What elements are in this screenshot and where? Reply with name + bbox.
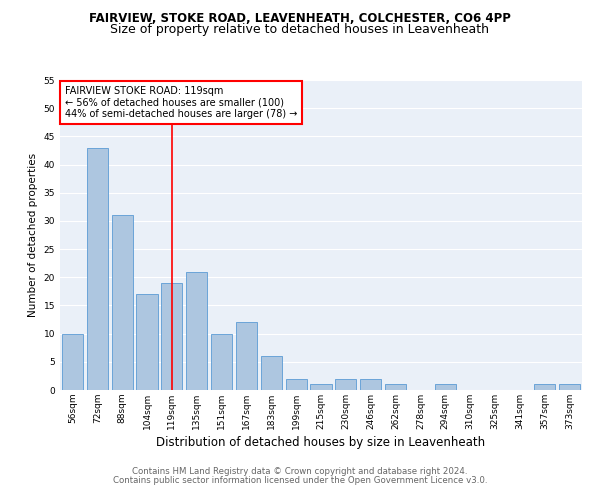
Y-axis label: Number of detached properties: Number of detached properties bbox=[28, 153, 38, 317]
Bar bbox=[435, 384, 456, 390]
Bar bbox=[310, 384, 332, 390]
Bar bbox=[360, 378, 381, 390]
Bar bbox=[261, 356, 282, 390]
Bar bbox=[385, 384, 406, 390]
Bar bbox=[236, 322, 257, 390]
Text: Distribution of detached houses by size in Leavenheath: Distribution of detached houses by size … bbox=[157, 436, 485, 449]
Bar bbox=[559, 384, 580, 390]
Bar bbox=[211, 334, 232, 390]
Bar bbox=[335, 378, 356, 390]
Bar bbox=[87, 148, 108, 390]
Bar bbox=[136, 294, 158, 390]
Text: FAIRVIEW STOKE ROAD: 119sqm
← 56% of detached houses are smaller (100)
44% of se: FAIRVIEW STOKE ROAD: 119sqm ← 56% of det… bbox=[65, 86, 298, 120]
Text: Contains HM Land Registry data © Crown copyright and database right 2024.: Contains HM Land Registry data © Crown c… bbox=[132, 467, 468, 476]
Bar bbox=[161, 283, 182, 390]
Bar bbox=[286, 378, 307, 390]
Text: Size of property relative to detached houses in Leavenheath: Size of property relative to detached ho… bbox=[110, 22, 490, 36]
Text: FAIRVIEW, STOKE ROAD, LEAVENHEATH, COLCHESTER, CO6 4PP: FAIRVIEW, STOKE ROAD, LEAVENHEATH, COLCH… bbox=[89, 12, 511, 26]
Bar bbox=[186, 272, 207, 390]
Bar bbox=[62, 334, 83, 390]
Bar bbox=[112, 216, 133, 390]
Bar bbox=[534, 384, 555, 390]
Text: Contains public sector information licensed under the Open Government Licence v3: Contains public sector information licen… bbox=[113, 476, 487, 485]
